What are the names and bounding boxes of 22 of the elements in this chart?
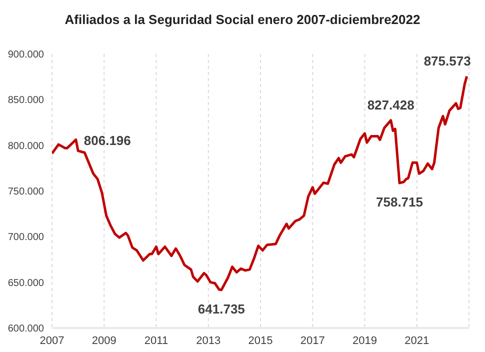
chart-title: Afiliados a la Seguridad Social enero 2007-diciembre2022	[64, 11, 422, 29]
y-tick-label: 750.000	[8, 186, 44, 198]
y-tick-label: 850.000	[8, 95, 44, 106]
y-tick-label: 650.000	[8, 278, 44, 289]
x-tick-label: 2013	[196, 334, 221, 347]
x-tick-label: 2021	[404, 334, 430, 347]
y-tick-label: 800.000	[8, 140, 44, 152]
x-tick-label: 2019	[352, 334, 377, 347]
y-tick-label: 600.000	[8, 324, 44, 335]
x-tick-label: 2017	[300, 334, 325, 347]
annotation: 827.428	[367, 98, 414, 113]
line-series	[52, 75, 468, 292]
y-tick-label: 900.000	[8, 50, 44, 61]
x-tick-label: 2015	[248, 334, 273, 347]
annotation: 641.735	[198, 301, 245, 316]
annotation: 875.573	[424, 54, 471, 69]
y-tick-label: 700.000	[8, 232, 44, 244]
annotation: 758.715	[376, 194, 423, 210]
x-tick-label: 2007	[40, 334, 64, 347]
x-tick-label: 2011	[144, 334, 168, 347]
x-tick-label: 2009	[92, 334, 116, 347]
annotation: 806.196	[84, 133, 131, 148]
